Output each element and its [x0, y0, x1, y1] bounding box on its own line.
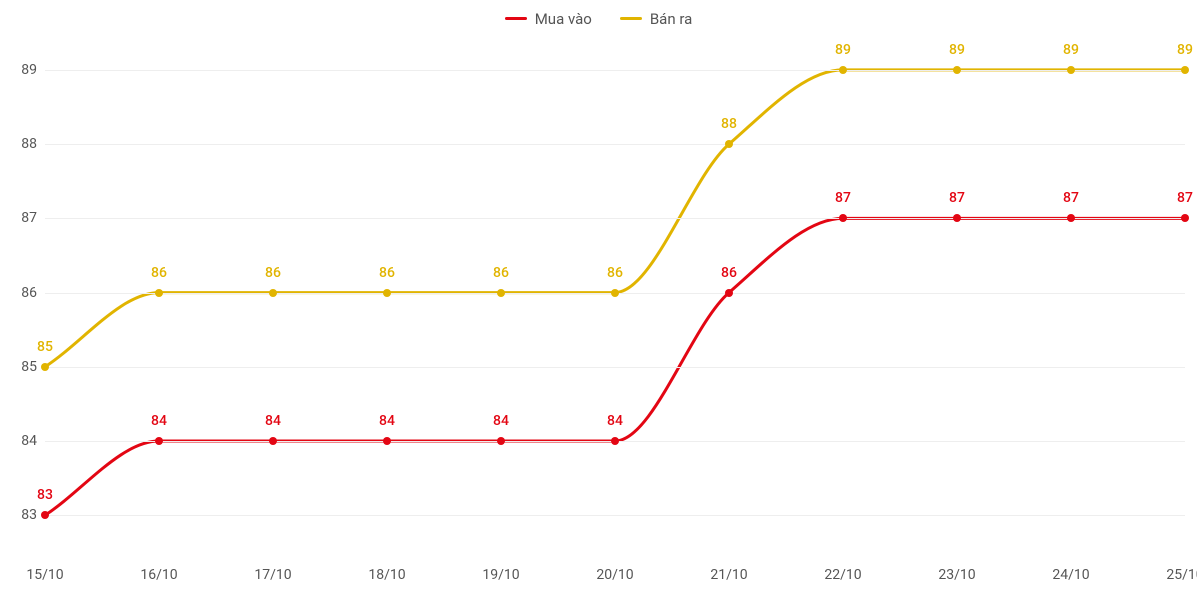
x-axis-label: 24/10 [1052, 567, 1089, 583]
data-point-ban_ra[interactable] [839, 66, 847, 74]
value-label-mua_vao: 87 [835, 190, 851, 206]
x-axis-label: 21/10 [710, 567, 747, 583]
data-point-ban_ra[interactable] [497, 289, 505, 297]
y-axis-label: 84 [7, 433, 37, 449]
y-axis-label: 89 [7, 62, 37, 78]
legend-swatch [505, 17, 527, 20]
gridline [45, 367, 1185, 368]
value-label-mua_vao: 84 [151, 413, 167, 429]
x-axis-label: 15/10 [26, 567, 63, 583]
data-point-ban_ra[interactable] [725, 140, 733, 148]
x-axis-label: 23/10 [938, 567, 975, 583]
x-axis-label: 22/10 [824, 567, 861, 583]
value-label-ban_ra: 89 [949, 42, 965, 58]
value-label-ban_ra: 88 [721, 116, 737, 132]
legend: Mua vào Bán ra [0, 6, 1197, 28]
value-label-ban_ra: 86 [379, 265, 395, 281]
data-point-ban_ra[interactable] [383, 289, 391, 297]
value-label-ban_ra: 89 [835, 42, 851, 58]
value-label-mua_vao: 84 [379, 413, 395, 429]
legend-swatch [620, 17, 642, 20]
y-axis-label: 87 [7, 210, 37, 226]
y-axis-label: 83 [7, 507, 37, 523]
data-point-ban_ra[interactable] [611, 289, 619, 297]
value-label-mua_vao: 87 [1177, 190, 1193, 206]
value-label-mua_vao: 83 [37, 487, 53, 503]
x-axis-label: 18/10 [368, 567, 405, 583]
gridline [45, 70, 1185, 71]
data-point-mua_vao[interactable] [41, 511, 49, 519]
data-point-ban_ra[interactable] [269, 289, 277, 297]
data-point-mua_vao[interactable] [725, 289, 733, 297]
value-label-ban_ra: 89 [1063, 42, 1079, 58]
value-label-ban_ra: 86 [151, 265, 167, 281]
value-label-ban_ra: 89 [1177, 42, 1193, 58]
series-lines [45, 55, 1185, 545]
price-chart: Mua vào Bán ra 83 84 84 84 84 84 86 87 87 87 87 85 86… [0, 0, 1197, 600]
data-point-mua_vao[interactable] [953, 214, 961, 222]
gridline [45, 144, 1185, 145]
data-point-mua_vao[interactable] [1067, 214, 1075, 222]
legend-label: Bán ra [650, 10, 692, 28]
x-axis-label: 17/10 [254, 567, 291, 583]
value-label-mua_vao: 87 [1063, 190, 1079, 206]
gridline [45, 515, 1185, 516]
value-label-mua_vao: 84 [493, 413, 509, 429]
x-axis-label: 19/10 [482, 567, 519, 583]
value-label-ban_ra: 86 [265, 265, 281, 281]
data-point-ban_ra[interactable] [1181, 66, 1189, 74]
data-point-mua_vao[interactable] [269, 437, 277, 445]
plot-area: 8384848484848687878787858686868686888989… [45, 55, 1185, 545]
data-point-mua_vao[interactable] [611, 437, 619, 445]
data-point-mua_vao[interactable] [155, 437, 163, 445]
y-axis-label: 88 [7, 136, 37, 152]
gridline [45, 218, 1185, 219]
value-label-mua_vao: 84 [265, 413, 281, 429]
x-axis-label: 25/10 [1166, 567, 1197, 583]
value-label-mua_vao: 87 [949, 190, 965, 206]
y-axis-label: 86 [7, 285, 37, 301]
x-axis-label: 20/10 [596, 567, 633, 583]
legend-item-mua_vao[interactable]: Mua vào [505, 10, 592, 28]
value-label-ban_ra: 86 [493, 265, 509, 281]
legend-label: Mua vào [535, 10, 592, 28]
data-point-mua_vao[interactable] [497, 437, 505, 445]
legend-item-ban_ra[interactable]: Bán ra [620, 10, 692, 28]
y-axis-label: 85 [7, 359, 37, 375]
value-label-mua_vao: 86 [721, 265, 737, 281]
x-axis-label: 16/10 [140, 567, 177, 583]
data-point-ban_ra[interactable] [953, 66, 961, 74]
value-label-mua_vao: 84 [607, 413, 623, 429]
data-point-mua_vao[interactable] [839, 214, 847, 222]
value-label-ban_ra: 86 [607, 265, 623, 281]
data-point-ban_ra[interactable] [155, 289, 163, 297]
value-label-ban_ra: 85 [37, 339, 53, 355]
data-point-ban_ra[interactable] [1067, 66, 1075, 74]
data-point-mua_vao[interactable] [1181, 214, 1189, 222]
data-point-mua_vao[interactable] [383, 437, 391, 445]
data-point-ban_ra[interactable] [41, 363, 49, 371]
